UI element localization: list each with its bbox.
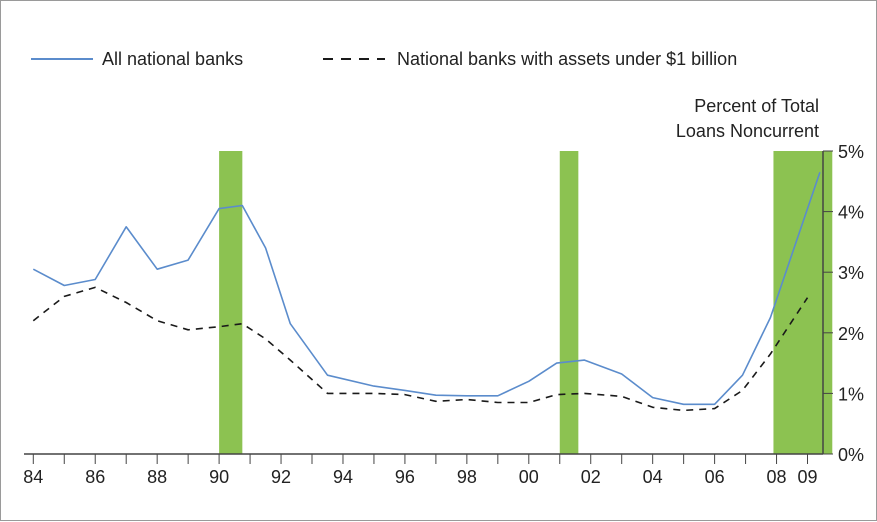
series-lines bbox=[32, 171, 821, 412]
recession-bands bbox=[219, 151, 833, 454]
recession-band-2 bbox=[559, 151, 579, 454]
x-tick-label-02: 02 bbox=[581, 467, 601, 487]
y-axis-title-line-2: Loans Noncurrent bbox=[676, 121, 819, 141]
y-tick-label-3: 3% bbox=[838, 263, 864, 283]
x-tick-label-90: 90 bbox=[209, 467, 229, 487]
x-tick-label-96: 96 bbox=[395, 467, 415, 487]
legend-label-all-banks: All national banks bbox=[102, 49, 243, 69]
x-tick-label-04: 04 bbox=[643, 467, 663, 487]
x-tick-label-08: 08 bbox=[767, 467, 787, 487]
x-tick-label-09: 09 bbox=[797, 467, 817, 487]
x-tick-label-00: 00 bbox=[519, 467, 539, 487]
x-tick-label-88: 88 bbox=[147, 467, 167, 487]
x-tick-label-86: 86 bbox=[85, 467, 105, 487]
series-line-all-banks bbox=[32, 171, 821, 406]
legend-label-small-banks: National banks with assets under $1 bill… bbox=[397, 49, 737, 69]
axes: 84 86 88 90 92 94 96 98 00 02 04 06 08 09 0% 1% 2% 3% 4% 5% bbox=[23, 142, 864, 487]
y-tick-label-5: 5% bbox=[838, 142, 864, 162]
legend: All national banks National banks with a… bbox=[31, 49, 737, 69]
y-axis-title-line-1: Percent of Total bbox=[694, 96, 819, 116]
x-tick-label-98: 98 bbox=[457, 467, 477, 487]
y-tick-label-2: 2% bbox=[838, 324, 864, 344]
series-line-small-banks bbox=[32, 286, 809, 412]
y-tick-label-4: 4% bbox=[838, 203, 864, 223]
recession-band-1 bbox=[219, 151, 243, 454]
x-tick-label-94: 94 bbox=[333, 467, 353, 487]
x-tick-label-84: 84 bbox=[23, 467, 43, 487]
y-tick-label-0: 0% bbox=[838, 445, 864, 465]
x-tick-label-06: 06 bbox=[705, 467, 725, 487]
y-tick-label-1: 1% bbox=[838, 384, 864, 404]
x-tick-label-92: 92 bbox=[271, 467, 291, 487]
